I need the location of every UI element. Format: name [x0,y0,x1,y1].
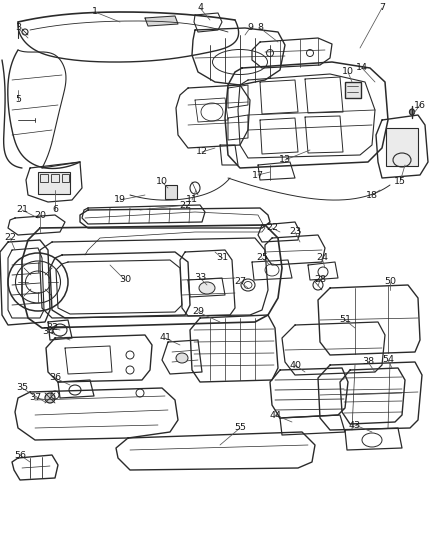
Text: 11: 11 [186,196,198,205]
Text: 6: 6 [52,206,58,214]
Text: 22: 22 [179,200,191,209]
Polygon shape [145,16,178,26]
Text: 27: 27 [234,278,246,287]
Text: 41: 41 [159,334,171,343]
Ellipse shape [410,109,414,115]
Text: 5: 5 [15,95,21,104]
Bar [51,174,59,182]
Text: 33: 33 [194,273,206,282]
Text: 12: 12 [196,148,208,157]
Text: 7: 7 [379,4,385,12]
Text: 31: 31 [216,254,228,262]
Text: 8: 8 [257,23,263,33]
Bar [38,172,70,194]
Text: 36: 36 [49,374,61,383]
Text: 22: 22 [266,223,278,232]
Text: 34: 34 [42,327,54,336]
Text: 17: 17 [252,171,264,180]
Text: 29: 29 [192,308,204,317]
Text: 32: 32 [46,324,58,333]
Text: 1: 1 [92,7,98,17]
Text: 35: 35 [16,384,28,392]
Text: 22: 22 [4,233,16,243]
Text: 55: 55 [234,424,246,432]
Text: 51: 51 [339,316,351,325]
Text: 20: 20 [34,211,46,220]
Text: 4: 4 [197,4,203,12]
Bar [386,128,418,166]
Text: 54: 54 [382,356,394,365]
Text: 38: 38 [362,358,374,367]
Text: 21: 21 [16,206,28,214]
Text: 25: 25 [256,254,268,262]
Text: 43: 43 [349,421,361,430]
Bar [345,82,361,98]
Text: 28: 28 [314,276,326,285]
Text: 44: 44 [269,410,281,419]
Text: 19: 19 [114,196,126,205]
Text: 24: 24 [316,254,328,262]
Ellipse shape [199,282,215,294]
Text: 13: 13 [279,156,291,165]
Text: 15: 15 [394,177,406,187]
Ellipse shape [176,353,188,363]
Text: 10: 10 [156,177,168,187]
Ellipse shape [45,393,55,403]
Text: 50: 50 [384,278,396,287]
Bar [40,174,48,182]
Bar [165,185,177,199]
Text: 37: 37 [29,393,41,402]
Bar [62,174,69,182]
Text: 16: 16 [414,101,426,109]
Text: 9: 9 [247,23,253,33]
Text: 14: 14 [356,63,368,72]
Text: 18: 18 [366,190,378,199]
Text: 23: 23 [289,228,301,237]
Text: 3: 3 [15,23,21,33]
Text: 10: 10 [342,68,354,77]
Text: 30: 30 [119,276,131,285]
Text: 40: 40 [289,360,301,369]
Text: 56: 56 [14,450,26,459]
